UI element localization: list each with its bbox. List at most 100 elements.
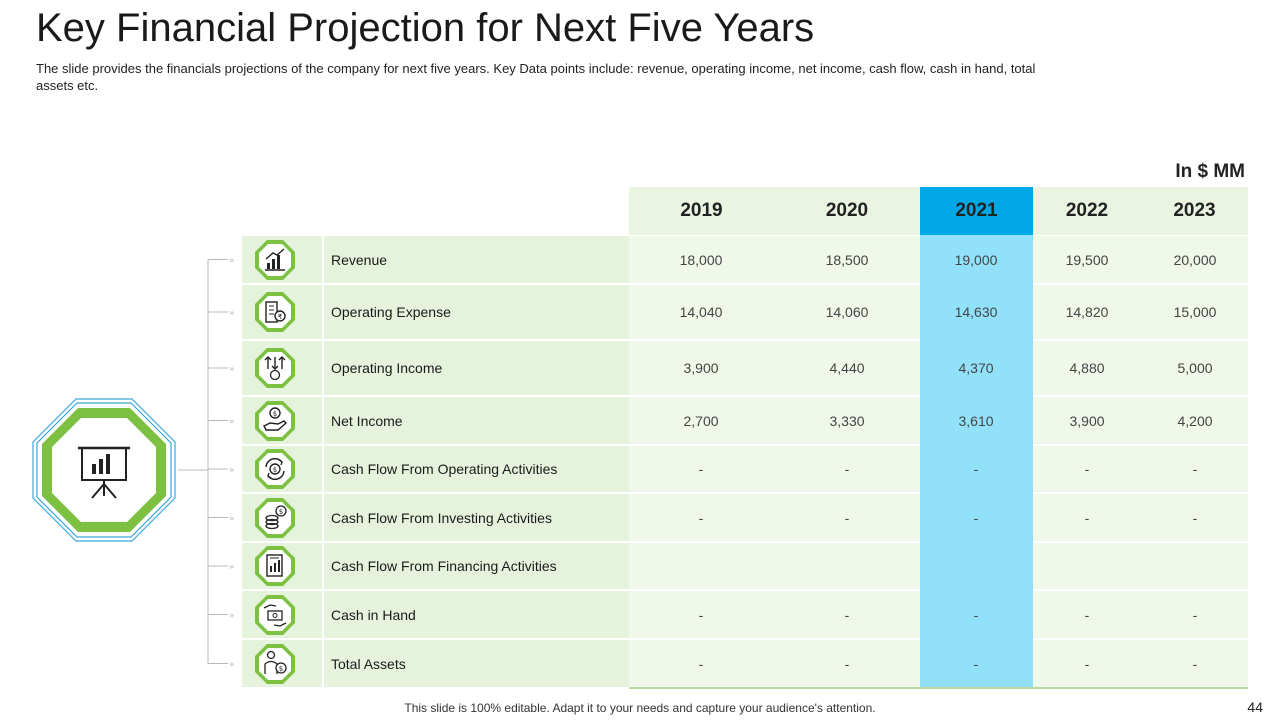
slide-subtitle: The slide provides the financials projec… xyxy=(36,61,1036,93)
footer-note: This slide is 100% editable. Adapt it to… xyxy=(404,701,876,715)
svg-text:»: » xyxy=(229,309,235,319)
value-cell-2021: - xyxy=(973,461,979,477)
table-row: $ Cash Flow From Operating Activities - - - -… xyxy=(242,446,1248,492)
value-cell-2023: 4,200 xyxy=(1177,412,1213,429)
units-label: In $ MM xyxy=(1175,161,1245,182)
row-label: Total Assets xyxy=(331,655,406,672)
value-cell-2022: - xyxy=(1084,606,1090,623)
value-cell-2019: - xyxy=(698,606,704,623)
row-label: Operating Income xyxy=(331,360,443,376)
table-row: $ Total Assets - - - - - xyxy=(242,640,1248,687)
value-cell-2023: - xyxy=(1192,461,1198,477)
svg-text:»: » xyxy=(229,365,235,375)
value-cell-2021: - xyxy=(973,655,979,672)
value-cell-2019: - xyxy=(698,509,704,526)
svg-text:$: $ xyxy=(273,410,277,418)
value-cell-2021: 3,610 xyxy=(958,412,994,429)
value-cell-2020: 14,060 xyxy=(825,304,869,320)
row-label: Net Income xyxy=(331,412,403,429)
year-header-2020: 2020 xyxy=(774,187,920,235)
svg-text:»: » xyxy=(229,417,235,427)
slide-title: Key Financial Projection for Next Five Y… xyxy=(36,6,815,50)
value-cell-2020: 18,500 xyxy=(825,251,869,268)
value-cell-2019: 2,700 xyxy=(683,412,719,429)
highlight-cell xyxy=(920,640,1033,687)
value-cell-2022: 19,500 xyxy=(1065,251,1109,268)
value-cell-2021: - xyxy=(973,606,979,623)
value-cell-2022: 4,880 xyxy=(1069,360,1105,376)
value-cell-2023: 15,000 xyxy=(1173,304,1217,320)
row-label: Cash in Hand xyxy=(331,606,416,623)
highlight-cell xyxy=(920,543,1033,589)
value-cell-2019: 18,000 xyxy=(679,251,723,268)
hand-coin-icon: $ xyxy=(254,400,296,442)
value-cell-2023: - xyxy=(1192,655,1198,672)
value-cell-2022: - xyxy=(1084,655,1090,672)
value-cell-2021: 14,630 xyxy=(954,304,998,320)
highlight-cell xyxy=(920,341,1033,395)
value-cell-2019: - xyxy=(698,655,704,672)
row-label: Cash Flow From Financing Activities xyxy=(331,558,557,574)
value-cell-2021: - xyxy=(973,509,979,526)
svg-text:»: » xyxy=(229,563,235,573)
table-row: ₹ Operating Expense 14,040 14,060 14,630 14,8… xyxy=(242,285,1248,339)
value-cell-2022: - xyxy=(1084,509,1090,526)
value-cell-2023: 5,000 xyxy=(1177,360,1213,376)
svg-text:$: $ xyxy=(279,665,283,673)
coin-stack-icon: $ xyxy=(254,497,296,539)
value-cell-2020: - xyxy=(844,509,850,526)
highlight-cell xyxy=(920,494,1033,541)
growth-chart-icon xyxy=(254,239,296,281)
page-number: 44 xyxy=(1247,699,1263,715)
svg-text:»: » xyxy=(229,660,235,670)
value-cell-2020: - xyxy=(844,606,850,623)
highlight-cell xyxy=(920,591,1033,638)
value-cell-2020: 4,440 xyxy=(829,360,865,376)
financial-report-icon xyxy=(254,545,296,587)
svg-text:»: » xyxy=(229,514,235,524)
value-cell-2022: 14,820 xyxy=(1065,304,1109,320)
assets-person-icon: $ xyxy=(254,643,296,685)
svg-text:»: » xyxy=(229,611,235,621)
value-cell-2020: - xyxy=(844,461,850,477)
year-header-2023: 2023 xyxy=(1141,187,1248,235)
value-cell-2019: 3,900 xyxy=(683,360,719,376)
value-cell-2022: - xyxy=(1084,461,1090,477)
value-cell-2020: - xyxy=(844,655,850,672)
year-header-2022: 2022 xyxy=(1033,187,1141,235)
svg-text:»: » xyxy=(229,256,235,266)
value-cell-2019: - xyxy=(698,461,704,477)
table-row: $ Net Income 2,700 3,330 3,610 3,900 4,200 xyxy=(242,397,1248,444)
table-row: Cash Flow From Financing Activities xyxy=(242,543,1248,589)
table-row: Cash in Hand - - - - - xyxy=(242,591,1248,638)
value-cell-2019: 14,040 xyxy=(679,304,723,320)
value-cell-2022: 3,900 xyxy=(1069,412,1105,429)
svg-text:$: $ xyxy=(273,466,277,474)
income-arrows-icon xyxy=(254,347,296,389)
row-label: Cash Flow From Investing Activities xyxy=(331,509,552,526)
value-cell-2021: 4,370 xyxy=(958,360,994,376)
table-row: Revenue 18,000 18,500 19,000 19,500 20,000 xyxy=(242,236,1248,283)
year-header-2021: 2021 xyxy=(920,187,1033,235)
table-row: Operating Income 3,900 4,440 4,370 4,880 5,00… xyxy=(242,341,1248,395)
value-cell-2023: 20,000 xyxy=(1173,251,1217,268)
svg-text:»: » xyxy=(229,466,235,476)
cash-cycle-icon: $ xyxy=(254,448,296,490)
cash-exchange-icon xyxy=(254,594,296,636)
year-header-2019: 2019 xyxy=(629,187,774,235)
highlight-cell xyxy=(920,236,1033,283)
value-cell-2021: 19,000 xyxy=(954,251,998,268)
value-cell-2023: - xyxy=(1192,509,1198,526)
table-bottom-border xyxy=(629,687,1248,689)
row-label: Operating Expense xyxy=(331,304,451,320)
row-label: Cash Flow From Operating Activities xyxy=(331,461,558,477)
highlight-cell xyxy=(920,397,1033,444)
expense-building-icon: ₹ xyxy=(254,291,296,333)
svg-text:₹: ₹ xyxy=(278,313,283,321)
row-label: Revenue xyxy=(331,251,388,268)
table-row: $ Cash Flow From Investing Activities - - - -… xyxy=(242,494,1248,541)
highlight-cell xyxy=(920,285,1033,339)
presentation-board-icon xyxy=(32,398,176,542)
value-cell-2020: 3,330 xyxy=(829,412,865,429)
